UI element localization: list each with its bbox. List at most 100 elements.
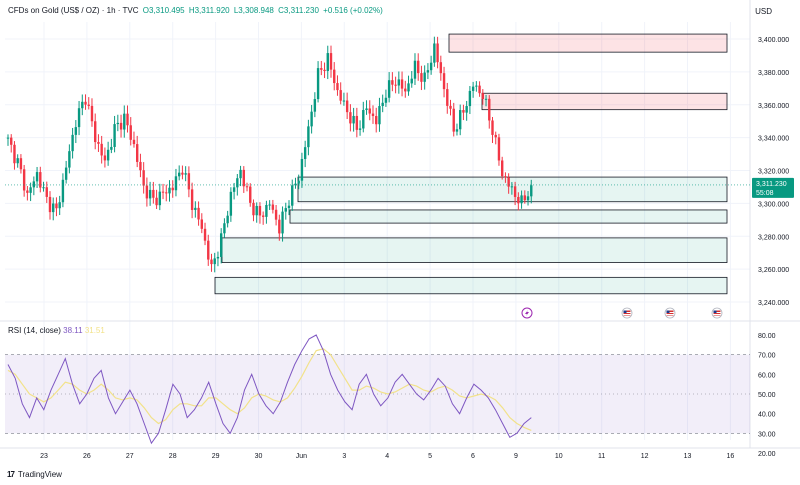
candle-body	[307, 126, 310, 148]
candle-body	[119, 122, 123, 130]
high-value: H3,311.920	[188, 6, 230, 15]
rsi-name: RSI (14, close)	[8, 326, 61, 335]
candle-body	[526, 196, 530, 201]
candle-body	[100, 143, 103, 156]
candle-body	[32, 181, 36, 188]
rsi-tick-label: 80.00	[758, 333, 776, 340]
candle-body	[223, 223, 226, 234]
candle-body	[203, 228, 207, 241]
demand-zone	[289, 209, 728, 224]
us-flag-stripe	[666, 312, 674, 313]
y-tick-label: 3,300.000	[758, 201, 789, 208]
candle-body	[352, 115, 355, 124]
candle-body	[497, 137, 501, 161]
candle-body	[413, 60, 417, 79]
candle-body	[326, 53, 329, 71]
candle-body	[190, 189, 194, 210]
x-tick-label: 29	[212, 453, 220, 460]
candle-body	[90, 105, 94, 122]
candle-body	[152, 189, 155, 198]
rsi-tick-label: 50.00	[758, 392, 776, 399]
candle-body	[171, 187, 174, 191]
y-tick-label: 3,400.000	[758, 37, 789, 44]
candle-body	[123, 113, 126, 130]
candle-body	[452, 108, 455, 132]
candle-body	[48, 196, 52, 213]
rsi-legend[interactable]: RSI (14, close) 38.11 31.51	[8, 326, 105, 335]
candle-body	[45, 187, 48, 197]
candle-body	[116, 122, 120, 125]
demand-zone	[221, 237, 728, 263]
candle-body	[429, 62, 433, 71]
symbol-header: CFDs on Gold (US$ / OZ) · 1h · TVC O3,31…	[8, 6, 385, 15]
rsi-ma-value: 31.51	[84, 326, 105, 335]
candle-body	[426, 70, 430, 73]
candle-body	[471, 86, 475, 91]
candle-body	[459, 110, 462, 130]
candle-body	[19, 158, 23, 170]
x-tick-label: 27	[126, 453, 134, 460]
candle-body	[355, 115, 359, 130]
us-flag-canton	[713, 310, 717, 313]
candle-body	[268, 204, 271, 206]
candle-body	[336, 83, 339, 91]
candle-body	[510, 186, 514, 188]
candle-body	[207, 240, 210, 260]
candle-body	[249, 186, 252, 203]
x-tick-label: 30	[255, 453, 263, 460]
candle-body	[61, 179, 65, 203]
candle-body	[520, 195, 523, 204]
x-tick-label: 26	[83, 453, 91, 460]
candle-body	[84, 101, 87, 105]
candle-body	[488, 98, 491, 121]
candle-body	[139, 161, 142, 171]
candle-body	[417, 60, 420, 74]
us-flag-canton	[666, 310, 670, 313]
change-value: +0.516 (+0.02%)	[323, 6, 383, 15]
tradingview-branding[interactable]: 17 TradingView	[7, 470, 62, 479]
candle-body	[94, 121, 97, 143]
candle-body	[106, 149, 110, 161]
candle-body	[530, 185, 533, 197]
candle-body	[442, 73, 446, 90]
candle-body	[252, 202, 255, 216]
candle-body	[213, 258, 216, 265]
candle-body	[145, 185, 149, 199]
candle-body	[16, 158, 19, 164]
us-flag-stripe	[713, 312, 721, 313]
candle-body	[242, 169, 245, 187]
candle-body	[26, 190, 29, 193]
supply-zone	[448, 33, 728, 53]
demand-zone	[297, 176, 728, 203]
candle-body	[194, 207, 197, 210]
candle-body	[274, 209, 278, 220]
candle-body	[320, 68, 323, 70]
candle-body	[342, 100, 346, 102]
rsi-tick-label: 70.00	[758, 353, 776, 360]
us-flag-stripe	[713, 314, 721, 315]
candle-body	[71, 134, 74, 152]
candle-body	[404, 88, 407, 92]
currency-label[interactable]: USD	[755, 7, 772, 16]
candle-body	[375, 116, 378, 125]
demand-zone	[214, 276, 728, 295]
rsi-tick-label: 30.00	[758, 431, 776, 438]
candle-body	[420, 73, 423, 82]
y-tick-label: 3,360.000	[758, 103, 789, 110]
candle-body	[271, 204, 275, 210]
candle-body	[494, 134, 497, 138]
candle-body	[439, 62, 443, 74]
symbol-name[interactable]: CFDs on Gold (US$ / OZ) · 1h · TVC	[8, 6, 139, 15]
candle-body	[187, 173, 191, 190]
candle-body	[58, 202, 61, 209]
candle-body	[362, 110, 365, 129]
close-value: C3,311.230	[278, 6, 319, 15]
x-tick-label: 6	[471, 453, 475, 460]
candle-body	[13, 144, 16, 164]
candle-body	[378, 106, 381, 125]
candle-body	[294, 183, 297, 186]
candle-body	[52, 203, 55, 213]
candle-body	[181, 172, 184, 175]
us-flag-stripe	[623, 312, 631, 313]
